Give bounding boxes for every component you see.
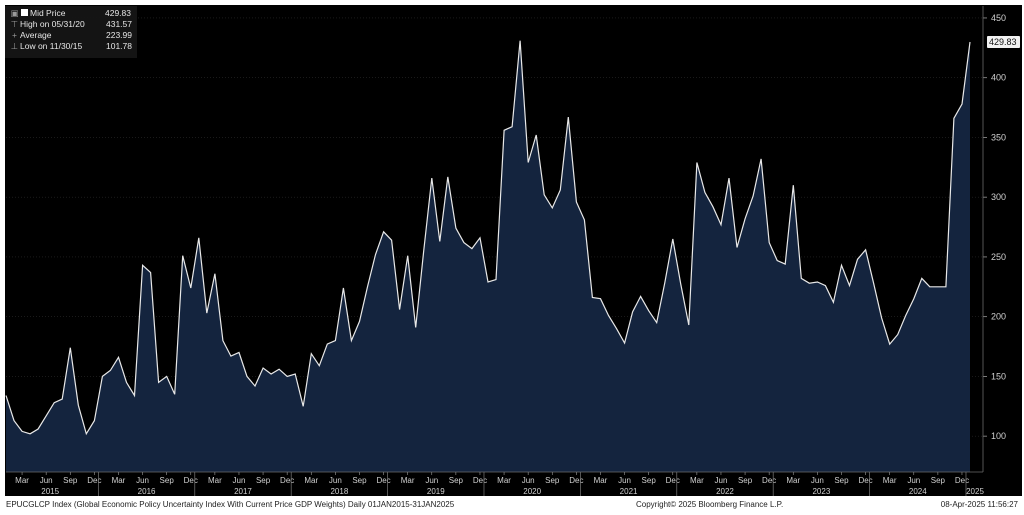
x-month-label: Jun xyxy=(425,476,438,485)
y-tick-label: 150 xyxy=(991,371,1006,381)
legend-mid-label: Mid Price xyxy=(30,8,66,18)
x-month-label: Mar xyxy=(883,476,897,485)
y-tick-label: 200 xyxy=(991,312,1006,322)
low-marker-icon: ⊥ xyxy=(10,41,19,51)
x-year-label: 2019 xyxy=(427,487,445,496)
legend-high: ⊤ High on 05/31/20 431.57 xyxy=(9,19,132,29)
x-month-label: Dec xyxy=(666,476,680,485)
x-month-label: Mar xyxy=(208,476,222,485)
x-month-label: Jun xyxy=(136,476,149,485)
x-month-label: Dec xyxy=(87,476,101,485)
x-month-label: Jun xyxy=(811,476,824,485)
x-month-label: Mar xyxy=(112,476,126,485)
x-month-label: Dec xyxy=(858,476,872,485)
x-month-label: Sep xyxy=(256,476,271,485)
x-year-label: 2025 xyxy=(966,487,984,496)
last-value-box xyxy=(987,36,1020,49)
footer-copyright: Copyright© 2025 Bloomberg Finance L.P. xyxy=(636,500,784,509)
x-month-label: Mar xyxy=(304,476,318,485)
x-month-label: Sep xyxy=(449,476,464,485)
high-marker-icon: ⊤ xyxy=(10,19,19,29)
x-month-label: Dec xyxy=(473,476,487,485)
last-value-marker: 429.83 xyxy=(987,36,1020,49)
legend-average-value: 223.99 xyxy=(106,30,132,40)
x-month-label: Sep xyxy=(352,476,367,485)
x-month-label: Mar xyxy=(15,476,29,485)
x-month-label: Sep xyxy=(642,476,657,485)
legend-mid: ▣ Mid Price 429.83 xyxy=(9,8,131,18)
legend-average-label: Average xyxy=(20,30,52,40)
y-tick-label: 100 xyxy=(991,431,1006,441)
legend-high-label: High on 05/31/20 xyxy=(20,19,85,29)
legend-average: + Average 223.99 xyxy=(9,30,132,40)
x-month-label: Dec xyxy=(184,476,198,485)
x-month-label: Jun xyxy=(618,476,631,485)
x-month-label: Jun xyxy=(715,476,728,485)
x-month-label: Jun xyxy=(907,476,920,485)
x-month-label: Mar xyxy=(786,476,800,485)
y-tick-label: 350 xyxy=(991,132,1006,142)
average-marker-icon: + xyxy=(12,30,17,40)
legend-low-label: Low on 11/30/15 xyxy=(20,41,83,51)
x-month-label: Mar xyxy=(497,476,511,485)
x-year-label: 2017 xyxy=(234,487,252,496)
x-year-label: 2018 xyxy=(330,487,348,496)
y-tick-label: 450 xyxy=(991,13,1006,23)
x-month-label: Jun xyxy=(40,476,53,485)
legend-mid-value: 429.83 xyxy=(105,8,131,18)
x-year-label: 2021 xyxy=(620,487,638,496)
y-axis: 450 400 350 300 250 200 150 100 xyxy=(982,6,1006,472)
x-month-label: Dec xyxy=(569,476,583,485)
x-year-label: 2020 xyxy=(523,487,541,496)
legend-low: ⊥ Low on 11/30/15 101.78 xyxy=(9,41,132,51)
x-month-label: Sep xyxy=(738,476,753,485)
footer-index-description: EPUCGLCP Index (Global Economic Policy U… xyxy=(6,500,455,509)
y-tick-label: 250 xyxy=(991,252,1006,262)
y-tick-label: 400 xyxy=(991,73,1006,83)
y-tick-label: 300 xyxy=(991,192,1006,202)
legend-high-value: 431.57 xyxy=(106,19,132,29)
x-month-label: Mar xyxy=(594,476,608,485)
x-year-label: 2023 xyxy=(812,487,830,496)
legend-low-value: 101.78 xyxy=(106,41,132,51)
x-month-label: Mar xyxy=(401,476,415,485)
series-area xyxy=(6,40,970,472)
x-year-label: 2016 xyxy=(138,487,156,496)
checkbox-icon: ▣ xyxy=(10,8,19,18)
legend: ▣ Mid Price 429.83 ⊤ High on 05/31/20 431.57… xyxy=(5,6,137,58)
x-month-label: Jun xyxy=(233,476,246,485)
x-month-label: Jun xyxy=(329,476,342,485)
x-axis: Mar Jun Sep Dec Mar Jun Sep Dec Mar Jun Sep Dec Mar J… xyxy=(6,471,984,496)
x-month-label: Dec xyxy=(762,476,776,485)
x-month-label: Sep xyxy=(63,476,78,485)
footer-timestamp: 08-Apr-2025 11:56:27 xyxy=(940,500,1018,509)
x-year-label: 2015 xyxy=(41,487,59,496)
series-swatch xyxy=(21,9,28,16)
x-month-label: Sep xyxy=(160,476,175,485)
x-year-label: 2024 xyxy=(909,487,927,496)
x-month-label: Mar xyxy=(690,476,704,485)
last-value-label: 429.83 xyxy=(989,37,1017,47)
series-line xyxy=(5,40,971,436)
x-month-label: Dec xyxy=(280,476,294,485)
x-month-label: Sep xyxy=(834,476,849,485)
x-month-label: Dec xyxy=(376,476,390,485)
footer: EPUCGLCP Index (Global Economic Policy U… xyxy=(0,497,1024,515)
x-month-label: Sep xyxy=(545,476,560,485)
x-month-label: Sep xyxy=(931,476,946,485)
x-month-label: Jun xyxy=(522,476,535,485)
x-month-label: Dec xyxy=(955,476,969,485)
x-year-label: 2022 xyxy=(716,487,734,496)
